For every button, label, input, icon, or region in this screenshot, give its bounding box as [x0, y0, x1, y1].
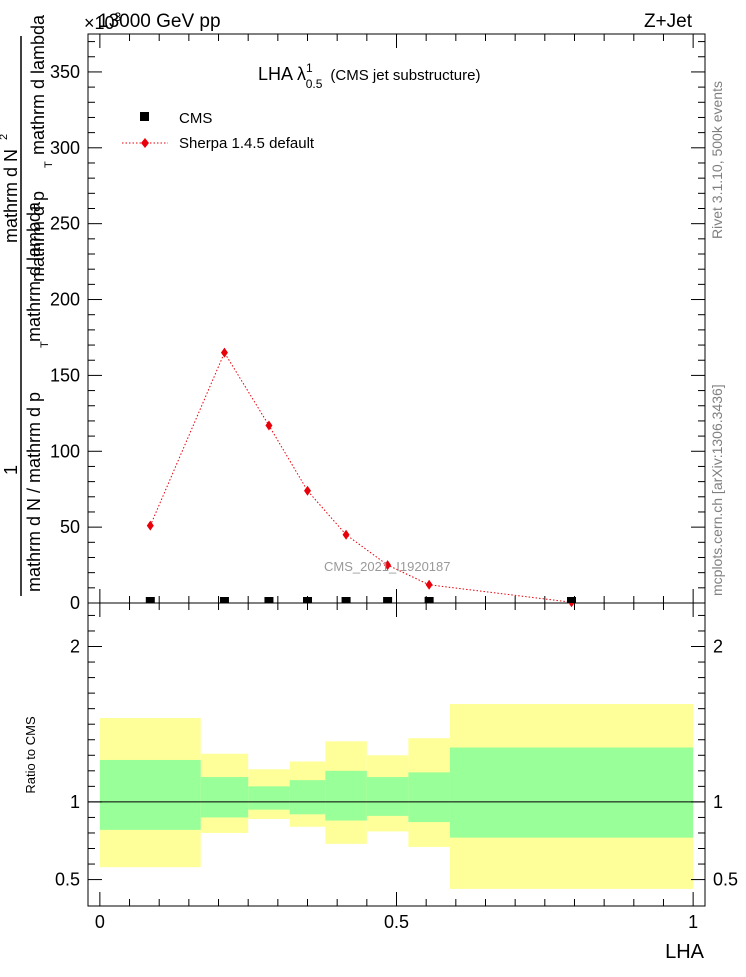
y-label-numerator-sup: 2 — [0, 134, 10, 140]
ratio-y-axis: 0.5 0.5 1 1 2 2 — [55, 614, 738, 890]
sherpa-point — [342, 529, 350, 540]
process-label: Z+Jet — [644, 11, 693, 32]
y-label-denominator2: mathrm d lambda — [24, 201, 44, 342]
plot-title: LHA λ1 0.5 (CMS jet substructure) — [258, 61, 480, 91]
sherpa-point — [146, 520, 154, 531]
sherpa-point — [220, 347, 228, 358]
y-tick-label: 350 — [50, 62, 80, 82]
y-label-numerator-dpt-sub: T — [43, 161, 55, 168]
sherpa-point — [384, 560, 392, 571]
y-tick-label: 0 — [70, 593, 80, 613]
cms-point — [567, 597, 577, 603]
ratio-band-inner — [366, 777, 409, 816]
y-tick-label: 100 — [50, 441, 80, 461]
cms-point — [303, 597, 313, 603]
legend-label-cms: CMS — [179, 110, 212, 127]
ratio-y-tick-label-right: 1 — [713, 792, 723, 812]
y-tick-label: 150 — [50, 365, 80, 385]
legend-marker-cms — [140, 112, 149, 121]
y-label-one: 1 — [1, 465, 21, 475]
cms-series-points — [145, 597, 577, 603]
legend: CMS Sherpa 1.4.5 default — [122, 110, 315, 152]
sherpa-point — [304, 485, 312, 496]
cms-point — [383, 597, 393, 603]
y-label-numerator-dlambda: mathrm d lambda — [28, 14, 48, 155]
ratio-y-label: Ratio to CMS — [23, 716, 38, 794]
x-tick-label: 0.5 — [384, 912, 409, 932]
y-label-numerator: mathrm d N — [1, 149, 21, 243]
cms-point — [424, 597, 434, 603]
ratio-band-inner — [408, 772, 450, 823]
y-label-numerator-dpt: mathrm d p — [28, 191, 48, 282]
sherpa-series-points — [146, 347, 576, 608]
cms-point — [264, 597, 274, 603]
sherpa-point — [265, 420, 273, 431]
x-tick-label: 1 — [688, 912, 698, 932]
cms-point — [219, 597, 229, 603]
ratio-band-inner — [449, 747, 694, 838]
y-label-denominator-sub: T — [39, 341, 51, 348]
cms-point — [145, 597, 155, 603]
ratio-y-tick-label-right: 0.5 — [713, 870, 738, 890]
y-tick-label: 50 — [60, 517, 80, 537]
ratio-band-inner — [289, 780, 326, 815]
main-y-label: 1 mathrm d N 2 mathrm d p T mathrm d lam… — [0, 14, 55, 596]
side-label-rivet: Rivet 3.1.10, 500k events — [709, 81, 725, 239]
sherpa-series-line — [149, 351, 572, 603]
side-label-mcplots: mcplots.cern.ch [arXiv:1306.3436] — [709, 384, 725, 596]
ratio-bands — [99, 704, 694, 889]
main-y-axis: 0 50 100 150 200 250 300 350 — [50, 41, 705, 613]
ratio-band-inner — [248, 786, 290, 810]
y-tick-label: 300 — [50, 138, 80, 158]
ratio-band-inner — [325, 770, 367, 821]
legend-marker-sherpa — [141, 138, 149, 148]
legend-label-sherpa: Sherpa 1.4.5 default — [179, 135, 315, 152]
ratio-band-inner — [200, 777, 249, 818]
exponent-label: ×103 — [84, 10, 122, 33]
x-axis-label: LHA — [665, 941, 705, 963]
ratio-y-tick-label-right: 2 — [713, 637, 723, 657]
energy-label: 13000 GeV pp — [98, 11, 221, 32]
ratio-band-inner — [99, 759, 201, 830]
ratio-x-axis: 0 0.5 1 — [95, 603, 698, 932]
ratio-y-tick-label: 1 — [70, 792, 80, 812]
main-x-ticks — [99, 34, 694, 603]
y-tick-label: 250 — [50, 214, 80, 234]
cms-point — [341, 597, 351, 603]
ratio-y-tick-label: 0.5 — [55, 870, 80, 890]
ratio-y-tick-label: 2 — [70, 637, 80, 657]
y-tick-label: 200 — [50, 290, 80, 310]
analysis-id: CMS_2021_I1920187 — [324, 559, 451, 574]
x-tick-label: 0 — [95, 912, 105, 932]
y-label-denominator: mathrm d N / mathrm d p — [24, 392, 44, 592]
sherpa-point — [425, 579, 433, 590]
